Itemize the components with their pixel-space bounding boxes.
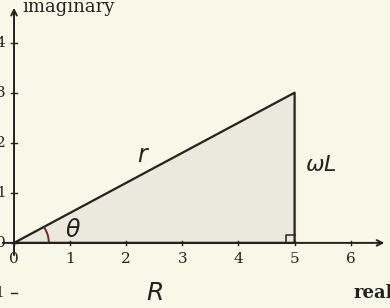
Text: 3: 3 bbox=[177, 252, 187, 266]
Text: $R$: $R$ bbox=[146, 281, 163, 305]
Text: 4: 4 bbox=[0, 35, 5, 50]
Text: 1: 1 bbox=[65, 252, 75, 266]
Text: -1: -1 bbox=[0, 286, 5, 300]
Text: 3: 3 bbox=[0, 86, 5, 100]
Text: imaginary: imaginary bbox=[23, 0, 115, 15]
Text: real: real bbox=[353, 284, 390, 302]
Text: 5: 5 bbox=[290, 252, 300, 266]
Text: $\omega L$: $\omega L$ bbox=[305, 154, 337, 176]
Text: $r$: $r$ bbox=[136, 144, 149, 167]
Text: 0: 0 bbox=[9, 252, 19, 266]
Text: $\theta$: $\theta$ bbox=[65, 219, 81, 242]
Text: 4: 4 bbox=[234, 252, 243, 266]
Text: 2: 2 bbox=[121, 252, 131, 266]
Text: 2: 2 bbox=[0, 136, 5, 150]
Text: 1: 1 bbox=[0, 186, 5, 200]
Polygon shape bbox=[14, 93, 294, 243]
Text: 0: 0 bbox=[0, 236, 5, 250]
Text: 6: 6 bbox=[346, 252, 356, 266]
